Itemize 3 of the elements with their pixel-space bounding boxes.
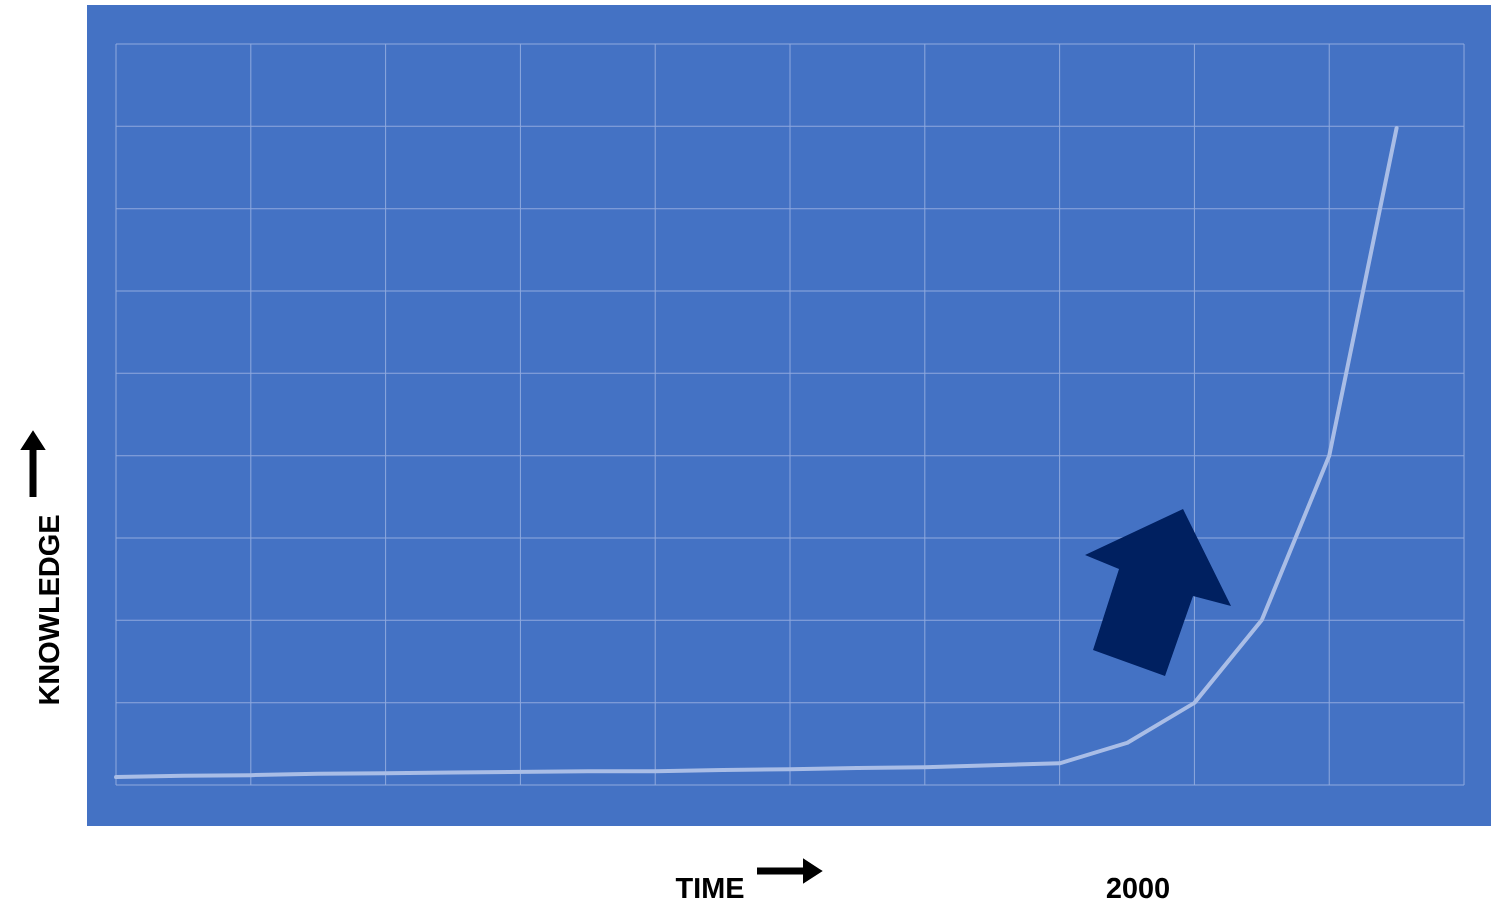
text: 2000 (1106, 877, 1169, 899)
x-axis-title: TIME (675, 878, 744, 898)
y-axis-title: KNOWLEDGE (38, 515, 60, 704)
